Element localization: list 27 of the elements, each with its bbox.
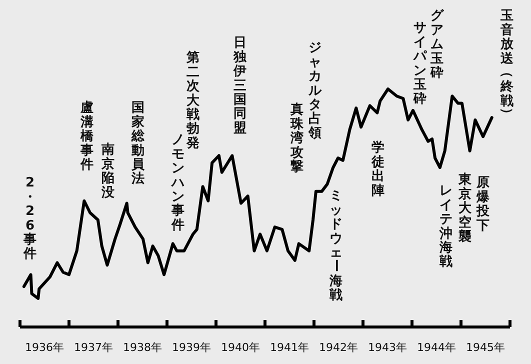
annotation: ジャカルタ占領: [308, 40, 322, 141]
annotation: 2・26事件: [24, 176, 36, 262]
annotation: サイパン玉砕: [414, 20, 426, 107]
annotation: 玉音放送（終戦）: [498, 8, 514, 120]
x-tick-label: 1943年: [368, 341, 407, 354]
x-tick-label: 1940年: [221, 341, 260, 354]
annotation: レイテ沖海戦: [440, 184, 452, 270]
x-tick-label: 1937年: [74, 341, 113, 354]
annotation: 第二次大戦勃発: [186, 50, 200, 151]
annotation: ミッドウェー海戦: [328, 188, 343, 304]
x-tick-label: 1936年: [25, 341, 64, 354]
x-tick-label: 1944年: [417, 341, 456, 354]
annotation: 原爆投下: [476, 176, 490, 234]
annotation: 南京陥没: [102, 142, 114, 200]
x-tick-label: 1939年: [172, 341, 211, 354]
annotation: 日独伊三国同盟: [234, 36, 246, 136]
x-tick-label: 1941年: [270, 341, 309, 354]
annotation: 盧溝橋事件: [80, 100, 94, 172]
annotation: 学徒出陣: [372, 140, 384, 198]
annotation: グアム玉砕: [430, 8, 444, 80]
annotation: 国家総動員法: [132, 100, 144, 187]
x-tick-label: 1942年: [319, 341, 358, 354]
annotation: 真珠湾攻撃: [290, 102, 304, 174]
x-tick-label: 1945年: [466, 341, 505, 354]
x-tick-label: 1938年: [123, 341, 162, 354]
annotation: 東京大空襲: [458, 172, 472, 244]
annotation: ノモンハン事件: [172, 132, 184, 233]
